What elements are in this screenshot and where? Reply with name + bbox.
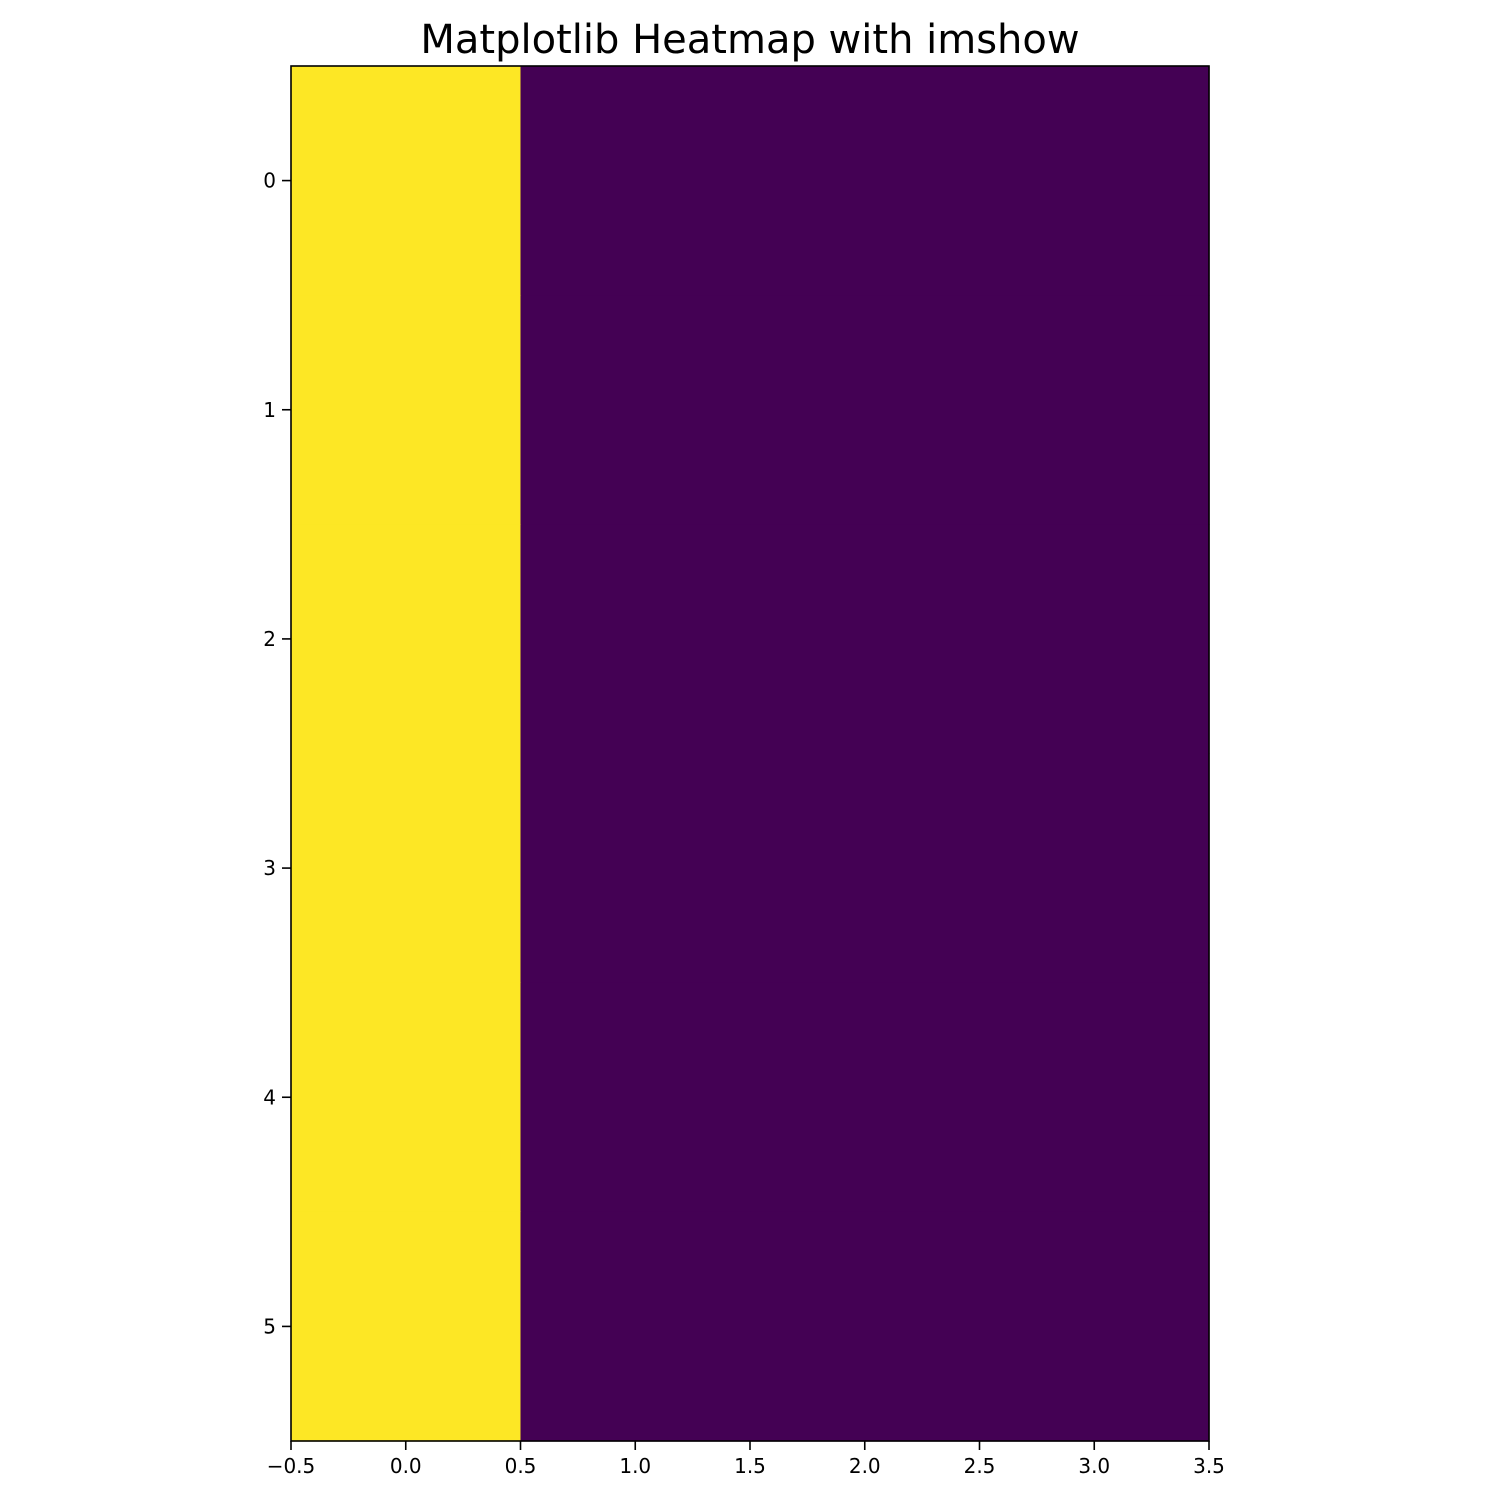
heatmap-cell [750,295,981,525]
heatmap-cell [520,295,751,525]
x-tick-label: −0.5 [267,1454,316,1478]
x-tick-label: 0.5 [505,1454,537,1478]
heatmap-cell [291,524,522,755]
heatmap-cells [291,66,1210,1442]
y-tick-label: 0 [263,169,276,193]
heatmap-cell [979,753,1210,984]
heatmap-cell [750,66,981,296]
y-tick-label: 5 [263,1314,276,1338]
heatmap-cell [979,295,1210,525]
x-tick-label: 2.5 [964,1454,996,1478]
heatmap-cell [291,295,522,525]
heatmap-cell [291,753,522,984]
heatmap-cell [979,66,1210,296]
heatmap-cell [750,1211,981,1442]
heatmap-cell [291,982,522,1213]
heatmap-cell [520,753,751,984]
y-tick-label: 1 [263,398,276,422]
heatmap-cell [979,524,1210,755]
heatmap-cell [291,1211,522,1442]
heatmap-cell [520,982,751,1213]
heatmap-cell [520,1211,751,1442]
x-tick-label: 3.0 [1078,1454,1110,1478]
x-tick-label: 2.0 [849,1454,881,1478]
chart-title: Matplotlib Heatmap with imshow [420,17,1080,63]
heatmap-cell [750,753,981,984]
x-tick-label: 1.0 [619,1454,651,1478]
heatmap-cell [750,524,981,755]
heatmap-cell [979,982,1210,1213]
x-tick-label: 1.5 [734,1454,766,1478]
heatmap-cell [520,524,751,755]
heatmap-cell [979,1211,1210,1442]
heatmap-cell [520,66,751,296]
y-tick-label: 2 [263,627,276,651]
x-tick-label: 0.0 [390,1454,422,1478]
x-tick-label: 3.5 [1193,1454,1225,1478]
x-axis: −0.5 0.0 0.5 1.0 1.5 2.0 2.5 3.0 3.5 [267,1441,1225,1478]
y-axis: 0 1 2 3 4 5 [263,169,291,1338]
y-tick-label: 4 [263,1085,276,1109]
heatmap-cell [750,982,981,1213]
y-tick-label: 3 [263,856,276,880]
heatmap-cell [291,66,522,296]
